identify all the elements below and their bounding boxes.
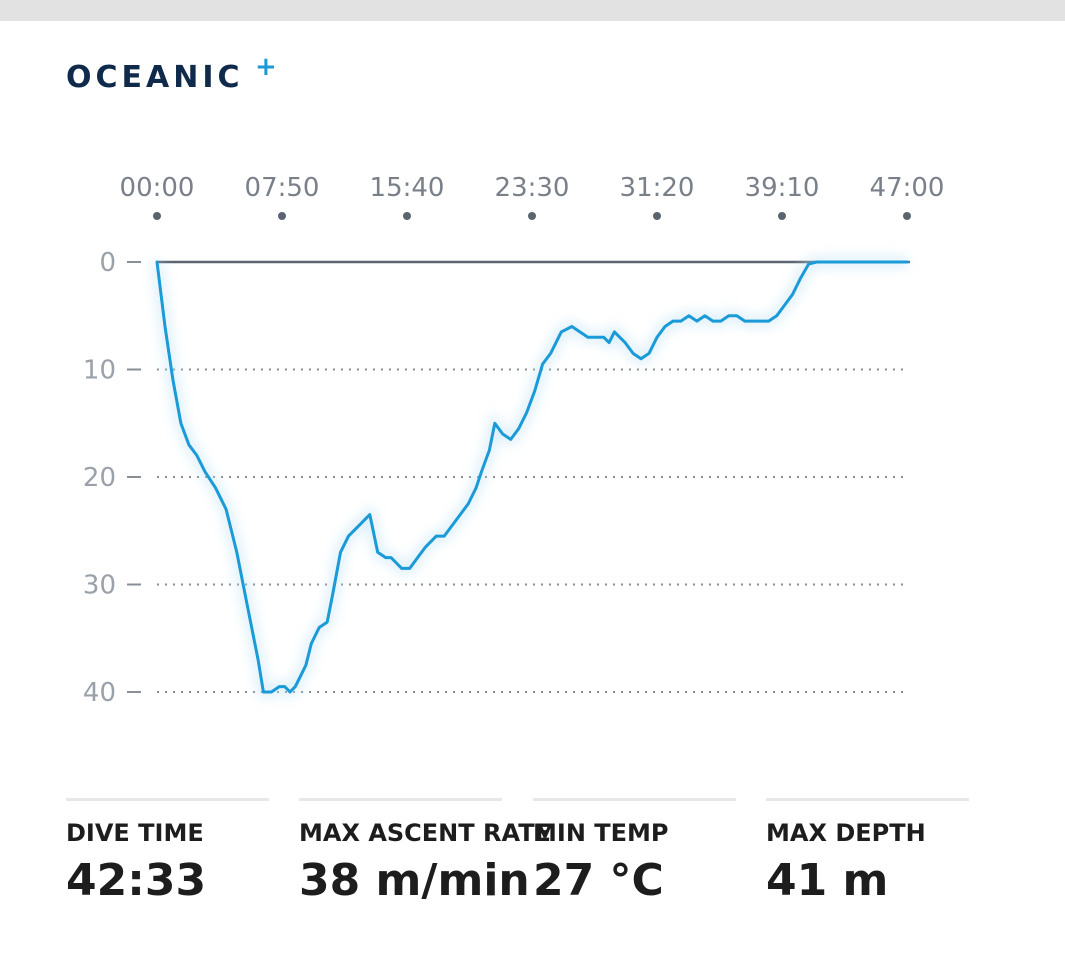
stat-value: 27 °C <box>533 855 664 906</box>
x-tick-label: 31:20 <box>620 173 695 203</box>
stat-value: 41 m <box>766 855 889 906</box>
y-tick-label: 20 <box>83 463 116 493</box>
x-tick-dot <box>278 212 286 220</box>
stat-max-ascent-rate: MAX ASCENT RATE 38 m/min <box>299 798 551 906</box>
x-tick-dot <box>653 212 661 220</box>
x-axis: 00:00 07:50 15:40 23:30 31:20 39:10 47:00 <box>120 173 945 220</box>
dive-profile-chart: 00:00 07:50 15:40 23:30 31:20 39:10 47:00 0 10 2… <box>83 173 945 708</box>
x-tick-dot <box>903 212 911 220</box>
x-tick-label: 23:30 <box>495 173 570 203</box>
grid-lines <box>157 260 910 693</box>
x-tick-dot <box>528 212 536 220</box>
stat-label: MAX ASCENT RATE <box>299 819 551 847</box>
stat-divider <box>66 798 269 801</box>
x-tick-label: 15:40 <box>370 173 445 203</box>
stat-min-temp: MIN TEMP 27 °C <box>533 798 736 906</box>
stat-value: 42:33 <box>66 855 207 906</box>
y-tick-label: 10 <box>83 356 116 386</box>
top-bar <box>0 0 1065 21</box>
depth-profile-line <box>155 260 909 694</box>
stat-label: MAX DEPTH <box>766 819 926 847</box>
y-tick-label: 0 <box>99 248 116 278</box>
x-tick-dot <box>153 212 161 220</box>
stat-dive-time: DIVE TIME 42:33 <box>66 798 269 906</box>
stat-value: 38 m/min <box>299 855 530 906</box>
x-tick-dot <box>778 212 786 220</box>
x-tick-label: 47:00 <box>870 173 945 203</box>
logo-plus-mark: + <box>255 52 277 82</box>
x-tick-dot <box>403 212 411 220</box>
x-tick-label: 07:50 <box>245 173 320 203</box>
stat-label: DIVE TIME <box>66 819 204 847</box>
stat-max-depth: MAX DEPTH 41 m <box>766 798 969 906</box>
stat-divider <box>533 798 736 801</box>
x-tick-label: 39:10 <box>745 173 820 203</box>
stat-divider <box>299 798 502 801</box>
y-tick-label: 40 <box>83 678 116 708</box>
series-group <box>152 257 909 700</box>
y-axis: 0 10 20 30 40 <box>83 248 141 708</box>
stat-divider <box>766 798 969 801</box>
x-tick-label: 00:00 <box>120 173 195 203</box>
stat-label: MIN TEMP <box>533 819 669 847</box>
y-tick-label: 30 <box>83 571 116 601</box>
oceanic-logo: OCEANIC <box>66 60 244 95</box>
